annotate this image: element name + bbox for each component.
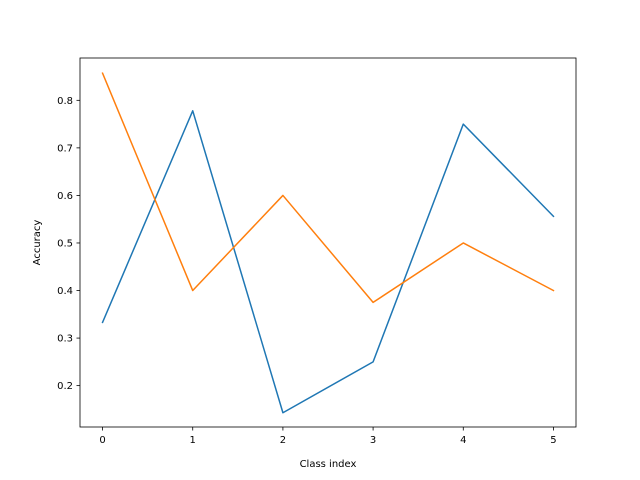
x-axis: 0 1 2 3 4 5 xyxy=(99,427,557,446)
x-tick-label: 1 xyxy=(190,435,196,446)
y-tick-label: 0.4 xyxy=(57,286,73,297)
series-line-2 xyxy=(101,72,555,304)
y-axis-label: Accuracy xyxy=(32,220,43,266)
x-tick-label: 2 xyxy=(280,435,286,446)
y-tick-label: 0.2 xyxy=(57,381,73,392)
plot-frame xyxy=(79,57,577,428)
x-tick-label: 3 xyxy=(370,435,376,446)
y-tick-label: 0.8 xyxy=(57,96,73,107)
series-line-1 xyxy=(101,110,555,414)
series-layer xyxy=(101,72,555,414)
x-tick-label: 0 xyxy=(99,435,105,446)
y-tick-label: 0.6 xyxy=(57,191,73,202)
y-tick-label: 0.3 xyxy=(57,334,73,345)
y-axis: 0.2 0.3 0.4 0.5 0.6 0.7 0.8 xyxy=(57,96,80,392)
y-tick-label: 0.5 xyxy=(57,238,73,249)
x-tick-label: 4 xyxy=(460,435,466,446)
x-axis-label: Class index xyxy=(300,459,357,470)
y-tick-label: 0.7 xyxy=(57,143,73,154)
x-tick-label: 5 xyxy=(550,435,556,446)
